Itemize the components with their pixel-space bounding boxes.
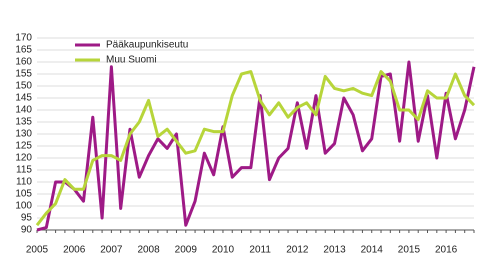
y-tick-label: 140 (15, 105, 32, 116)
y-tick-label: 110 (16, 177, 32, 188)
y-tick-label: 130 (15, 129, 32, 140)
y-tick-label: 125 (15, 141, 32, 152)
x-tick-label: 2015 (398, 245, 421, 256)
y-tick-label: 165 (15, 45, 32, 56)
x-tick-label: 2010 (212, 245, 235, 256)
x-tick-label: 2012 (286, 245, 309, 256)
legend-label: Muu Suomi (106, 55, 157, 66)
y-tick-label: 120 (15, 153, 32, 164)
x-tick-label: 2007 (100, 245, 123, 256)
y-tick-label: 150 (15, 81, 32, 92)
y-tick-label: 160 (15, 57, 32, 68)
legend-label: Pääkaupunkiseutu (106, 40, 188, 51)
y-tick-label: 95 (21, 213, 33, 224)
x-tick-label: 2008 (137, 245, 160, 256)
line (35, 70, 476, 227)
y-tick-label: 155 (15, 69, 32, 80)
x-tick-label: 2011 (249, 245, 271, 256)
x-tick-label: 2006 (63, 245, 86, 256)
x-tick-label: 2009 (175, 245, 198, 256)
line (36, 60, 476, 232)
x-tick-label: 2005 (26, 245, 49, 256)
y-tick-label: 105 (15, 189, 32, 200)
y-tick-label: 115 (16, 165, 32, 176)
x-tick-label: 2016 (435, 245, 458, 256)
y-tick-label: 170 (15, 33, 32, 44)
y-tick-label: 135 (15, 117, 32, 128)
y-tick-label: 90 (21, 225, 33, 236)
y-tick-label: 100 (15, 201, 32, 212)
x-tick-label: 2013 (323, 245, 346, 256)
x-tick-label: 2014 (361, 245, 384, 256)
y-tick-label: 145 (15, 93, 32, 104)
